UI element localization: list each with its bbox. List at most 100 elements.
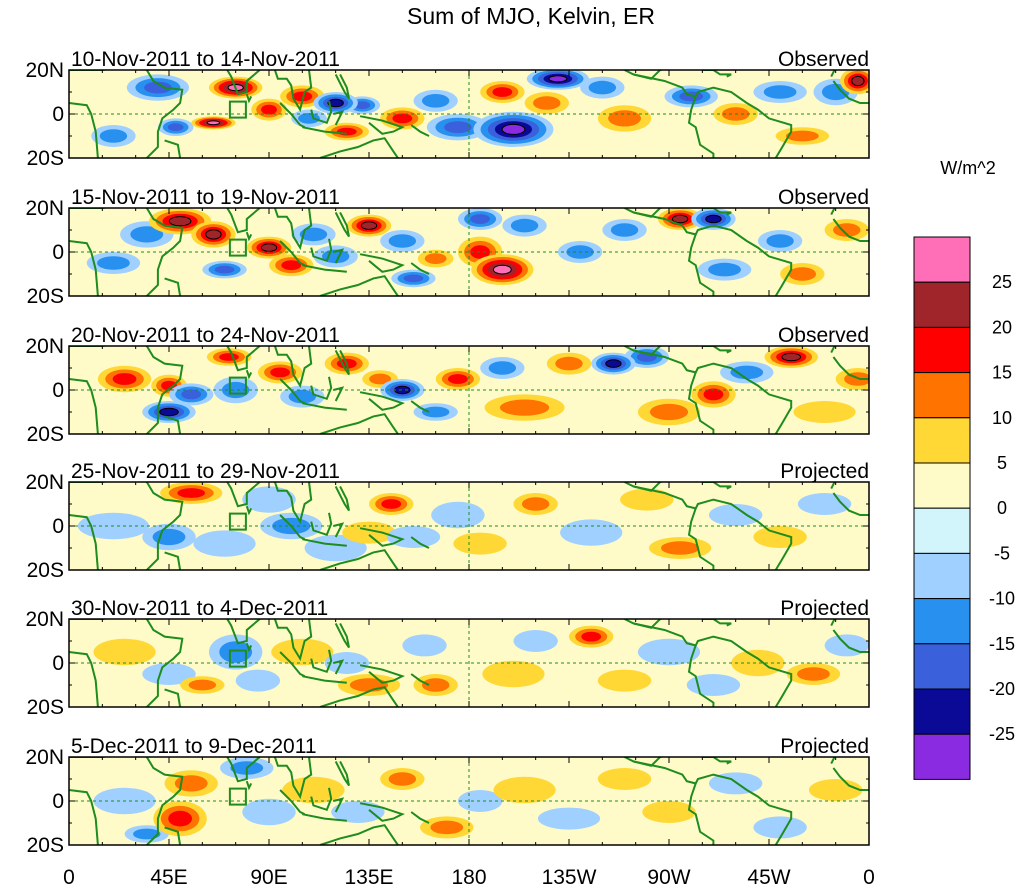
anomaly-contour	[671, 214, 689, 224]
coastline	[333, 248, 345, 264]
coastline	[359, 115, 405, 135]
colorbar-tick-label: -10	[989, 589, 1015, 609]
coastline	[195, 619, 314, 662]
anomaly-contour	[492, 87, 513, 97]
anomaly-contour	[331, 801, 385, 823]
coastline	[195, 346, 314, 389]
coastline	[319, 137, 399, 158]
panel-period: 20-Nov-2011 to 24-Nov-2011	[71, 324, 340, 347]
anomaly-contour	[327, 98, 344, 108]
colorbar-swatch	[913, 552, 971, 600]
anomaly-contour	[482, 660, 545, 688]
anomaly-contour	[168, 216, 192, 227]
coastline	[310, 376, 333, 401]
coastline	[359, 664, 405, 684]
anomaly-contour	[705, 214, 722, 224]
panel-status: Observed	[778, 324, 869, 347]
anomaly-contour	[447, 374, 468, 384]
coastline	[702, 208, 732, 216]
anomaly-contour	[292, 91, 313, 102]
coastline	[687, 783, 715, 845]
anomaly-contour	[388, 234, 417, 248]
map-panel: 20N 0 20S 10-Nov-2011 to 14-Nov-2011 Observe…	[25, 48, 870, 170]
anomaly-contour	[686, 674, 741, 696]
anomaly-contour	[93, 638, 156, 666]
coastline	[302, 402, 347, 411]
anomaly-contour	[642, 801, 696, 823]
anomaly-contour	[261, 104, 277, 115]
coastlines	[69, 208, 869, 296]
coastline	[687, 508, 715, 570]
coastline	[334, 760, 350, 787]
coastline	[830, 757, 836, 765]
anomaly-contour	[679, 91, 704, 102]
x-axis: 0 45E 90E 135E 180 135W 90W 45W 0	[63, 866, 875, 889]
anomaly-contour	[403, 274, 424, 283]
anomaly-contour	[708, 262, 741, 277]
map-panels: 20N 0 20S 10-Nov-2011 to 14-Nov-2011 Observe…	[25, 48, 870, 857]
coastlines	[69, 346, 869, 434]
anomaly-contour	[753, 526, 807, 548]
colorbar-swatch	[913, 733, 971, 780]
coastline	[302, 264, 347, 273]
coastline	[69, 102, 99, 158]
anomaly-contour	[402, 634, 447, 657]
coastline	[279, 102, 306, 129]
anomaly-contour	[421, 406, 450, 418]
coastline	[302, 538, 347, 547]
coastline	[333, 110, 345, 126]
y-tick-label: 0	[52, 103, 64, 126]
colorbar-tick-label: 0	[997, 498, 1007, 518]
coastlines	[69, 757, 869, 845]
x-tick-label: 45E	[150, 866, 187, 889]
colorbar-swatch	[913, 643, 971, 690]
colorbar-tick-label: 15	[992, 363, 1012, 383]
anomaly-contour	[219, 641, 253, 663]
coastline	[69, 346, 184, 434]
coastline	[702, 757, 732, 765]
coastline	[319, 275, 399, 296]
panel-period: 15-Nov-2011 to 19-Nov-2011	[71, 186, 340, 209]
map-panel: 20N 0 20S 20-Nov-2011 to 24-Nov-2011 Observe…	[25, 324, 870, 446]
coastline	[633, 211, 793, 296]
anomaly-contour	[214, 265, 235, 274]
colorbar-swatch	[913, 417, 971, 464]
coastline	[69, 789, 99, 845]
map-panel: 20N 0 20S 25-Nov-2011 to 29-Nov-2011 Project…	[25, 460, 870, 582]
anomaly-contour	[242, 798, 296, 826]
coastline	[830, 619, 836, 627]
anomaly-contour	[242, 486, 296, 513]
map-ticks	[68, 618, 870, 708]
anomaly-contour	[555, 356, 583, 371]
coastline	[164, 277, 182, 296]
anomaly-contour	[342, 521, 396, 544]
coastline	[164, 415, 182, 434]
anomaly-contour	[620, 488, 674, 511]
coastline	[633, 760, 793, 845]
coastline	[69, 240, 99, 296]
anomaly-contour	[142, 663, 196, 685]
coastline	[832, 767, 869, 791]
colorbar-swatch	[913, 326, 971, 374]
coastline	[702, 482, 732, 490]
anomaly-contour	[470, 214, 491, 224]
colorbar-tick-label: 10	[992, 408, 1012, 428]
coastline	[195, 208, 314, 251]
coastline	[245, 505, 253, 516]
colorbar-swatch	[913, 688, 971, 735]
colorbar-swatch	[913, 507, 971, 554]
panel-status: Projected	[780, 597, 869, 620]
coastline	[310, 649, 333, 674]
coastline	[69, 378, 99, 434]
coastline	[164, 688, 182, 707]
coastline	[832, 218, 869, 242]
coastline	[334, 622, 350, 649]
anomaly-contour	[144, 81, 172, 94]
anomaly-contour	[360, 221, 378, 230]
anomaly-contour	[533, 96, 561, 110]
coastline	[830, 482, 836, 490]
coastline	[410, 124, 430, 137]
coastline	[69, 482, 184, 570]
coastline	[195, 757, 314, 800]
